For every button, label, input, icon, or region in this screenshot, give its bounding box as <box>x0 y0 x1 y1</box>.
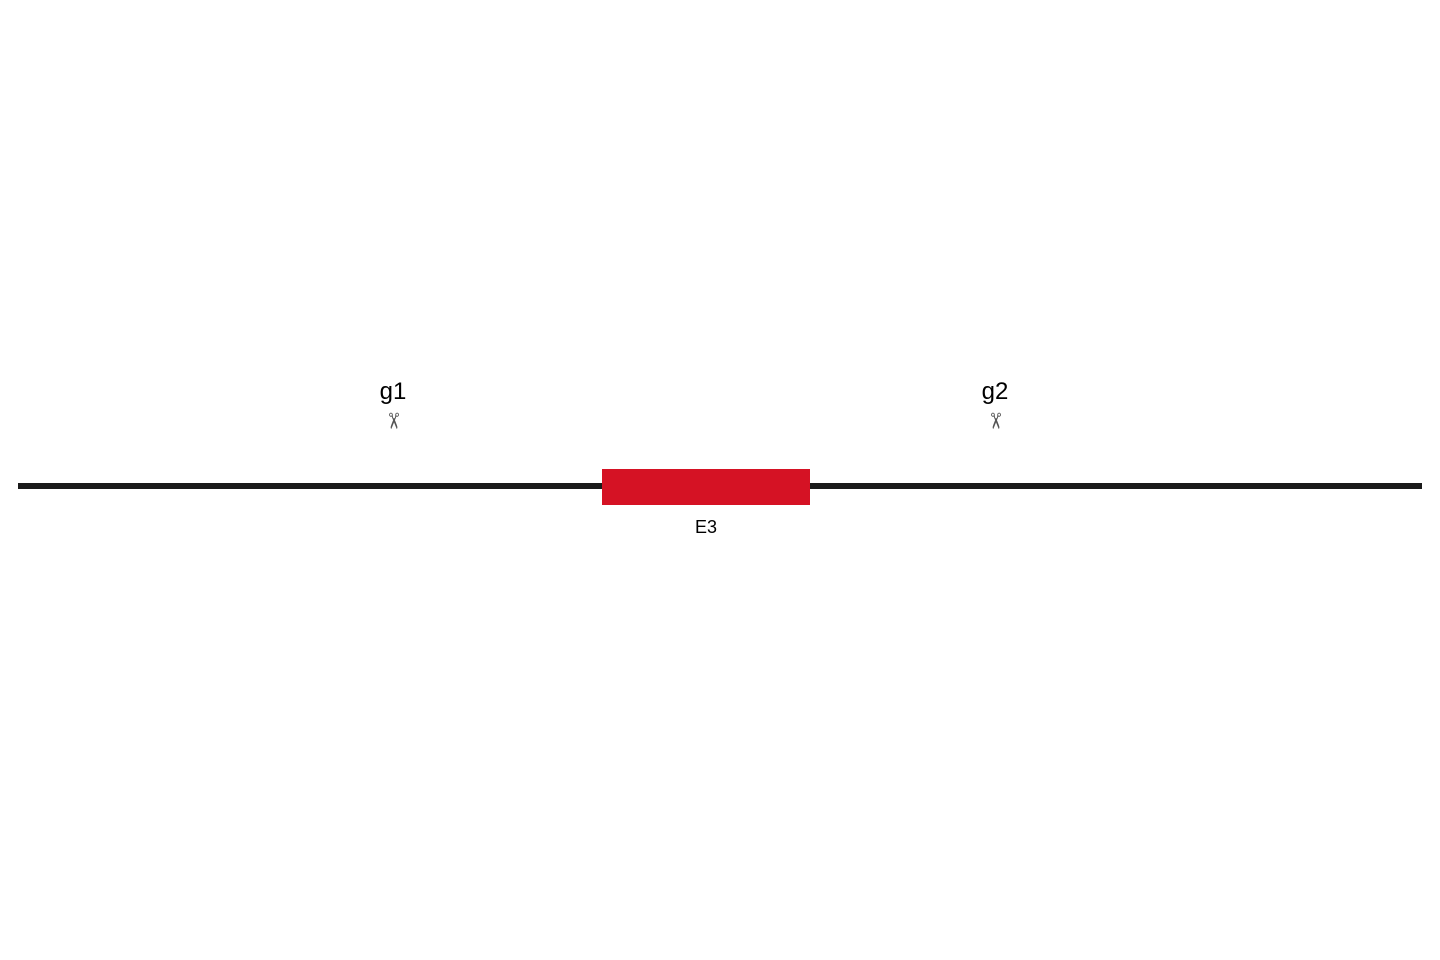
exon-e3-box <box>602 469 810 505</box>
scissors-icon: ✂ <box>380 391 406 451</box>
scissors-icon: ✂ <box>982 391 1008 451</box>
exon-e3-label: E3 <box>676 517 736 538</box>
gene-diagram: E3 g1 ✂ g2 ✂ <box>0 0 1440 960</box>
